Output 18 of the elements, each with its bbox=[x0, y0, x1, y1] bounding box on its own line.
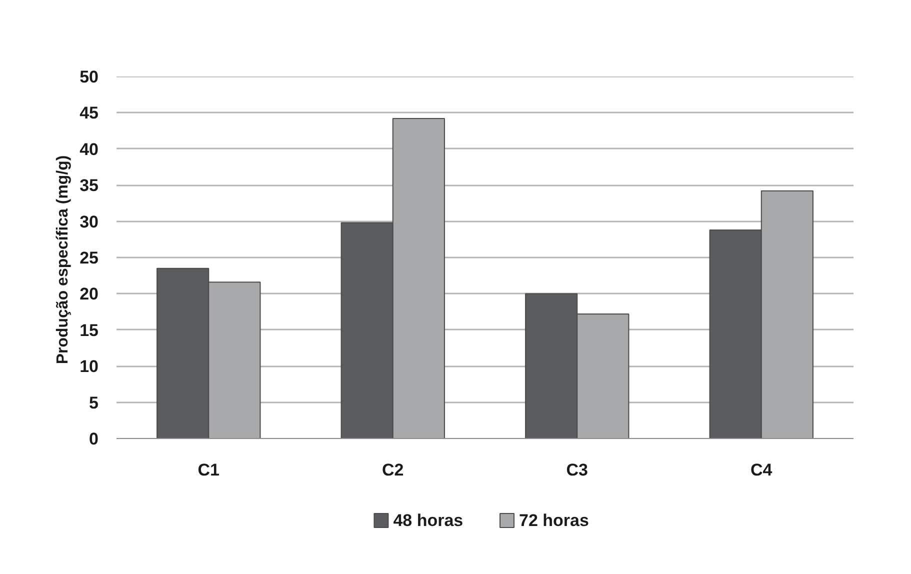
legend-label: 72 horas bbox=[519, 511, 589, 530]
y-tick-label: 15 bbox=[80, 320, 99, 340]
y-tick-label: 40 bbox=[80, 140, 99, 159]
y-axis-title: Produção específica (mg/g) bbox=[54, 155, 72, 364]
y-tick-label: 20 bbox=[80, 284, 99, 304]
x-tick-label: C2 bbox=[382, 460, 404, 480]
x-tick-label: C4 bbox=[750, 460, 773, 480]
legend-label: 48 horas bbox=[393, 511, 464, 530]
y-tick-label: 35 bbox=[80, 176, 99, 196]
y-tick-label: 45 bbox=[80, 104, 99, 123]
x-tick-label: C1 bbox=[198, 460, 220, 480]
y-tick-label: 10 bbox=[80, 357, 99, 376]
y-tick-label: 0 bbox=[89, 430, 99, 448]
y-tick-label: 25 bbox=[80, 248, 99, 268]
y-tick-label: 5 bbox=[89, 393, 99, 412]
y-tick-label: 50 bbox=[80, 68, 99, 86]
y-tick-label: 30 bbox=[80, 212, 99, 232]
x-tick-label: C3 bbox=[566, 460, 588, 480]
